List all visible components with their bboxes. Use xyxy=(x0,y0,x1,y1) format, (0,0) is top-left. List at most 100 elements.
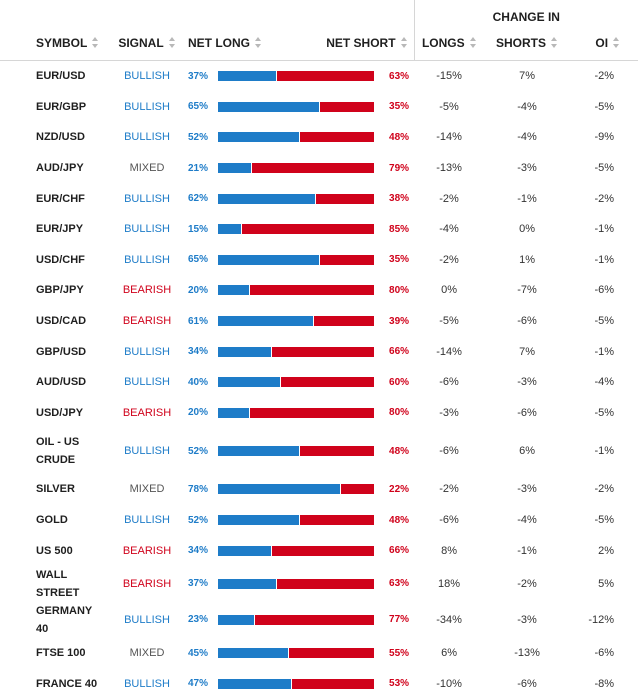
symbol-column-header[interactable]: SYMBOL xyxy=(0,26,106,61)
symbol-cell[interactable]: USD/JPY xyxy=(36,406,84,419)
net-short-column-header[interactable]: NET SHORT xyxy=(326,26,415,61)
symbol-cell[interactable]: EUR/JPY xyxy=(36,223,84,236)
symbol-cell[interactable]: FTSE 100 xyxy=(36,647,86,660)
net-short-bar xyxy=(288,648,374,659)
symbol-cell[interactable]: GBP/JPY xyxy=(36,284,84,297)
symbol-cell[interactable]: OIL - US CRUDE xyxy=(36,436,80,467)
symbol-cell[interactable]: USD/CAD xyxy=(36,315,87,328)
table-row[interactable]: OIL - US CRUDE BULLISH 52% 48% -6% 6% -1% xyxy=(0,428,638,474)
table-row[interactable]: GERMANY 40 BULLISH 23% 77% -34% -3% -12% xyxy=(0,602,638,638)
sort-icon[interactable] xyxy=(255,37,262,48)
sentiment-bar-cell xyxy=(218,505,376,536)
sort-icon[interactable] xyxy=(400,37,408,48)
longs-change-cell: -5% xyxy=(439,100,459,113)
net-long-column-header[interactable]: NET LONG xyxy=(188,26,376,61)
sentiment-bar xyxy=(218,132,374,143)
symbol-cell[interactable]: US 500 xyxy=(36,544,73,557)
shorts-column-header[interactable]: SHORTS xyxy=(484,26,571,61)
net-short-bar xyxy=(249,285,374,296)
net-long-bar xyxy=(218,446,300,457)
table-row[interactable]: GBP/USD BULLISH 34% 66% -14% 7% -1% xyxy=(0,336,638,367)
oi-column-header[interactable]: OI xyxy=(570,26,638,61)
table-row[interactable]: EUR/USD BULLISH 37% 63% -15% 7% -2% xyxy=(0,61,638,92)
net-long-bar xyxy=(218,407,250,418)
net-short-value: 22% xyxy=(389,483,410,495)
net-short-bar xyxy=(241,224,374,235)
net-short-bar xyxy=(299,132,374,143)
oi-change-cell: -2% xyxy=(594,483,615,496)
oi-change-cell: -5% xyxy=(594,514,615,527)
symbol-cell[interactable]: WALL STREET xyxy=(36,568,80,599)
table-row[interactable]: USD/JPY BEARISH 20% 80% -3% -6% -5% xyxy=(0,398,638,429)
table-row[interactable]: FRANCE 40 BULLISH 47% 53% -10% -6% -8% xyxy=(0,669,638,700)
signal-cell: BULLISH xyxy=(124,345,170,358)
net-long-bar xyxy=(218,545,272,556)
symbol-cell[interactable]: GBP/USD xyxy=(36,345,87,358)
table-row[interactable]: US 500 BEARISH 34% 66% 8% -1% 2% xyxy=(0,535,638,566)
sort-icon[interactable] xyxy=(613,37,620,48)
longs-column-header[interactable]: LONGS xyxy=(413,26,485,61)
net-long-bar xyxy=(218,101,320,112)
symbol-cell[interactable]: EUR/GBP xyxy=(36,100,87,113)
net-short-bar xyxy=(280,377,374,388)
oi-change-cell: -5% xyxy=(594,315,615,328)
net-short-value: 38% xyxy=(389,193,410,205)
longs-change-cell: 6% xyxy=(441,647,457,660)
symbol-cell[interactable]: GERMANY 40 xyxy=(36,604,93,635)
net-short-bar xyxy=(275,71,374,82)
net-short-bar xyxy=(249,407,374,418)
symbol-cell[interactable]: GOLD xyxy=(36,514,68,527)
shorts-change-cell: -6% xyxy=(517,677,537,690)
symbol-cell[interactable]: EUR/USD xyxy=(36,70,86,83)
net-short-bar xyxy=(299,446,374,457)
sort-icon[interactable] xyxy=(168,37,176,48)
symbol-cell[interactable]: AUD/USD xyxy=(36,376,87,389)
sort-icon[interactable] xyxy=(469,37,477,48)
table-row[interactable]: AUD/USD BULLISH 40% 60% -6% -3% -4% xyxy=(0,367,638,398)
signal-cell: BEARISH xyxy=(122,315,172,328)
table-row[interactable]: USD/CAD BEARISH 61% 39% -5% -6% -5% xyxy=(0,306,638,337)
oi-change-cell: -2% xyxy=(594,192,615,205)
oi-change-cell: 5% xyxy=(598,577,615,590)
symbol-cell[interactable]: FRANCE 40 xyxy=(36,677,98,690)
net-long-bar xyxy=(218,316,314,327)
net-long-value: 15% xyxy=(188,223,209,235)
table-row[interactable]: GOLD BULLISH 52% 48% -6% -4% -5% xyxy=(0,505,638,536)
symbol-cell[interactable]: AUD/JPY xyxy=(36,162,84,175)
oi-header-label: OI xyxy=(595,36,609,50)
net-short-bar xyxy=(271,346,374,357)
net-long-value: 65% xyxy=(188,254,209,266)
table-row[interactable]: USD/CHF BULLISH 65% 35% -2% 1% -1% xyxy=(0,245,638,276)
table-row[interactable]: GBP/JPY BEARISH 20% 80% 0% -7% -6% xyxy=(0,275,638,306)
symbol-cell[interactable]: NZD/USD xyxy=(36,131,85,144)
net-long-value: 52% xyxy=(188,514,209,526)
longs-change-cell: -6% xyxy=(439,445,459,458)
net-long-value: 37% xyxy=(188,578,209,590)
symbol-cell[interactable]: EUR/CHF xyxy=(36,192,85,205)
header-group-row: CHANGE IN xyxy=(0,0,638,26)
table-row[interactable]: SILVER MIXED 78% 22% -2% -3% -2% xyxy=(0,474,638,505)
table-row[interactable]: FTSE 100 MIXED 45% 55% 6% -13% -6% xyxy=(0,638,638,669)
table-row[interactable]: EUR/GBP BULLISH 65% 35% -5% -4% -5% xyxy=(0,92,638,123)
table-row[interactable]: AUD/JPY MIXED 21% 79% -13% -3% -5% xyxy=(0,153,638,184)
symbol-cell[interactable]: USD/CHF xyxy=(36,253,85,266)
table-row[interactable]: EUR/JPY BULLISH 15% 85% -4% 0% -1% xyxy=(0,214,638,245)
shorts-change-cell: -3% xyxy=(517,483,537,496)
signal-column-header[interactable]: SIGNAL xyxy=(106,26,188,61)
symbol-cell[interactable]: SILVER xyxy=(36,483,75,496)
net-short-value: 48% xyxy=(389,131,410,143)
longs-change-cell: -2% xyxy=(439,192,459,205)
table-row[interactable]: NZD/USD BULLISH 52% 48% -14% -4% -9% xyxy=(0,122,638,153)
sentiment-bar-cell xyxy=(218,245,376,276)
sort-icon[interactable] xyxy=(92,37,99,48)
signal-cell: MIXED xyxy=(129,647,165,660)
table-row[interactable]: WALL STREET BEARISH 37% 63% 18% -2% 5% xyxy=(0,566,638,602)
net-short-value: 66% xyxy=(389,346,410,358)
sentiment-bar xyxy=(218,484,374,495)
table-row[interactable]: EUR/CHF BULLISH 62% 38% -2% -1% -2% xyxy=(0,183,638,214)
signal-cell: BEARISH xyxy=(122,406,172,419)
shorts-change-cell: 6% xyxy=(519,445,535,458)
sort-icon[interactable] xyxy=(551,37,558,48)
signal-cell: MIXED xyxy=(129,162,165,175)
oi-change-cell: -6% xyxy=(594,284,615,297)
